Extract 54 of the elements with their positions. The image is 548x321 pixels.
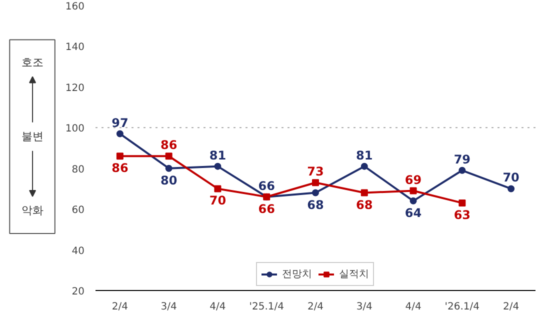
data-label: 69 xyxy=(404,172,422,187)
data-label: 79 xyxy=(454,152,471,166)
point xyxy=(360,162,368,170)
x-tick-label: '26.1/4 xyxy=(444,302,480,312)
point xyxy=(116,130,124,138)
point xyxy=(214,162,222,170)
point xyxy=(312,179,319,186)
y-tick-label: 20 xyxy=(72,286,85,298)
x-tick-label: 3/4 xyxy=(160,302,177,312)
y-tick-label: 60 xyxy=(72,205,85,216)
x-tick-label: 3/4 xyxy=(356,302,372,312)
y-tick-label: 140 xyxy=(65,42,85,54)
y-tick-label: 120 xyxy=(65,82,85,94)
x-tick-label: 4/4 xyxy=(405,302,422,312)
text: 악화 xyxy=(22,204,44,218)
point xyxy=(458,166,466,174)
point xyxy=(508,185,515,192)
point xyxy=(165,164,172,172)
y-tick-label: 40 xyxy=(72,246,85,257)
x-tick-label: 2/4 xyxy=(307,302,324,312)
point xyxy=(410,197,417,204)
data-label: 81 xyxy=(209,148,226,162)
data-label: 68 xyxy=(356,198,373,212)
data-label: 80 xyxy=(160,173,178,188)
point xyxy=(214,185,222,192)
point xyxy=(458,199,466,206)
point xyxy=(410,187,417,194)
data-label: 64 xyxy=(404,206,422,220)
data-label: 86 xyxy=(160,138,178,152)
data-label: 66 xyxy=(258,178,275,193)
y-tick-label: 100 xyxy=(65,124,85,135)
legend-label: 실적치 xyxy=(339,268,369,281)
text: 호조 xyxy=(22,56,44,69)
point xyxy=(165,152,172,160)
data-label: 73 xyxy=(307,164,324,179)
data-label: 97 xyxy=(112,116,128,130)
data-label: 70 xyxy=(209,194,226,208)
data-label: 86 xyxy=(112,161,128,176)
data-label: 68 xyxy=(307,198,324,212)
legend-label: 전망치 xyxy=(282,268,312,281)
data-label: 70 xyxy=(502,170,520,185)
y-tick-label: 80 xyxy=(72,164,85,176)
data-label: 81 xyxy=(356,148,373,162)
x-tick-label: 2/4 xyxy=(112,302,128,312)
x-tick-label: 2/4 xyxy=(503,302,520,312)
point xyxy=(116,152,124,160)
x-tick-label: '25.1/4 xyxy=(249,302,284,312)
data-label: 66 xyxy=(258,202,275,216)
data-label: 63 xyxy=(454,208,471,222)
x-tick-label: 4/4 xyxy=(210,302,226,312)
point xyxy=(312,189,319,196)
point xyxy=(360,189,368,196)
text: 불변 xyxy=(22,130,44,144)
y-tick-label: 160 xyxy=(65,2,85,12)
